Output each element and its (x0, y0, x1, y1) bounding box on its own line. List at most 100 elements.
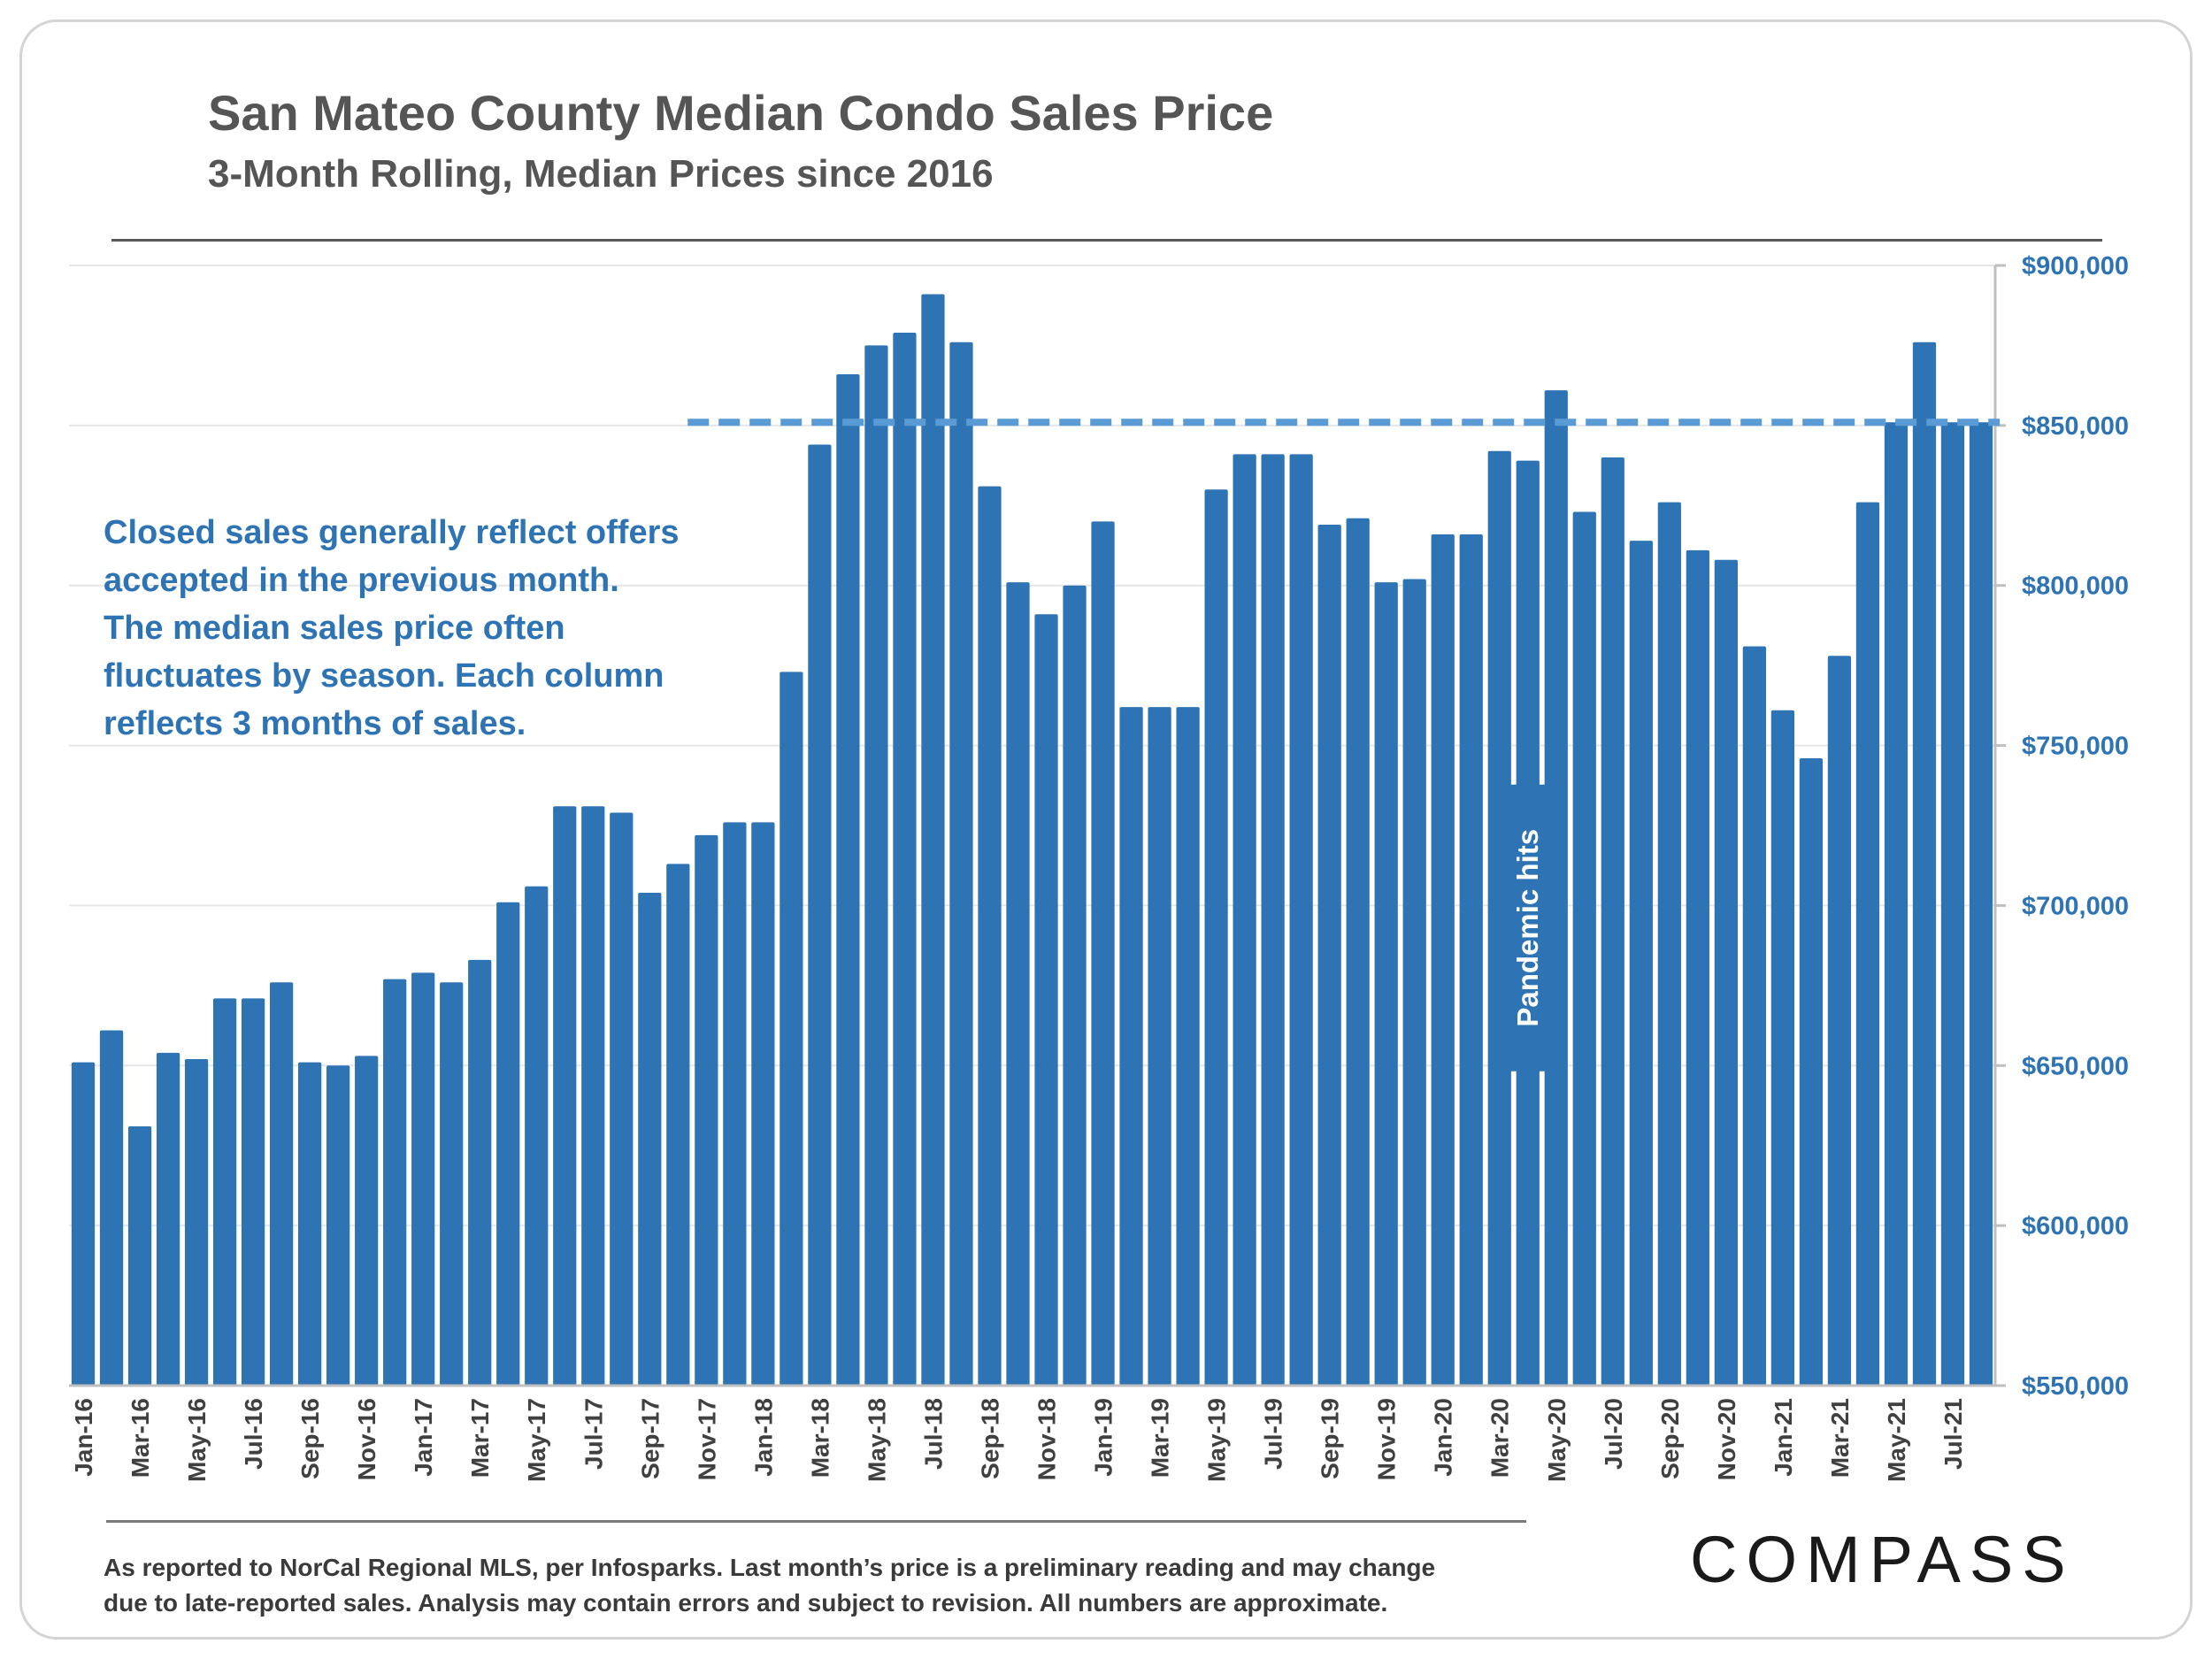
x-tick-label: Sep-17 (636, 1398, 664, 1479)
x-tick-label: Sep-20 (1656, 1398, 1684, 1479)
x-tick-label: Jul-17 (580, 1398, 607, 1470)
x-tick-label: May-18 (863, 1398, 890, 1482)
x-tick-label: Jul-16 (240, 1398, 267, 1470)
bar (1912, 342, 1937, 1386)
annotation-box (1502, 784, 1553, 1071)
bar (1544, 390, 1568, 1386)
bar (1459, 534, 1483, 1386)
y-tick-label: $750,000 (2022, 733, 2129, 761)
x-tick-label: May-19 (1203, 1398, 1231, 1482)
bar (468, 959, 492, 1386)
x-tick-label: Sep-16 (296, 1398, 324, 1479)
x-tick-label: Jan-16 (70, 1398, 97, 1477)
x-tick-label: Mar-19 (1147, 1398, 1174, 1478)
bar (1431, 534, 1455, 1386)
x-tick-label: Jan-21 (1770, 1398, 1797, 1477)
bar (978, 486, 1002, 1386)
bar (836, 373, 860, 1386)
x-tick-label: Mar-20 (1486, 1398, 1514, 1478)
bar (1714, 559, 1738, 1386)
chart-frame (19, 19, 2193, 1640)
bar (1657, 502, 1681, 1386)
x-tick-label: Nov-18 (1033, 1398, 1061, 1480)
bar (99, 1030, 124, 1386)
x-tick-label: Nov-19 (1373, 1398, 1401, 1480)
bar (1374, 582, 1398, 1386)
bar (1034, 614, 1058, 1386)
bar (127, 1126, 152, 1386)
bar (326, 1065, 350, 1386)
bar (921, 294, 945, 1386)
bar (949, 342, 973, 1386)
bar (638, 892, 662, 1386)
bar (1119, 707, 1143, 1386)
x-tick-label: Mar-16 (127, 1398, 154, 1478)
bar (1827, 656, 1852, 1386)
bar (1572, 511, 1596, 1386)
x-tick-label: Nov-16 (353, 1398, 380, 1480)
bar (695, 834, 718, 1386)
bar (1289, 454, 1313, 1386)
bar (1629, 541, 1653, 1386)
bar (1799, 758, 1824, 1386)
bar (525, 886, 549, 1386)
x-tick-label: Jan-17 (410, 1398, 437, 1477)
bar (1063, 585, 1087, 1386)
annotation-label: Pandemic hits (1511, 829, 1544, 1027)
bar (496, 902, 520, 1386)
y-tick-label: $850,000 (2022, 412, 2129, 441)
bar (666, 864, 690, 1386)
bar (1770, 710, 1795, 1386)
x-tick-label: Sep-18 (976, 1398, 1003, 1479)
y-tick-label: $900,000 (2022, 252, 2129, 280)
x-tick-label: Nov-17 (693, 1398, 720, 1480)
x-tick-label: Jan-19 (1090, 1398, 1118, 1477)
x-tick-label: Jan-18 (749, 1398, 777, 1477)
x-tick-label: Mar-18 (806, 1398, 833, 1478)
note-line: accepted in the previous month. (104, 562, 619, 599)
bar (553, 806, 577, 1386)
x-tick-label: May-21 (1883, 1398, 1910, 1482)
bar (411, 972, 435, 1386)
bar (1969, 422, 1993, 1386)
x-tick-label: Mar-21 (1826, 1398, 1854, 1478)
bar (1317, 524, 1341, 1386)
chart-title: San Mateo County Median Condo Sales Pric… (208, 85, 1274, 141)
bar (723, 822, 747, 1386)
bar (269, 982, 294, 1386)
bar (1176, 707, 1200, 1386)
footnote-line: As reported to NorCal Regional MLS, per … (104, 1554, 1436, 1581)
bar (1204, 489, 1228, 1386)
x-tick-label: Mar-17 (466, 1398, 494, 1478)
note-line: The median sales price often (104, 610, 565, 647)
bar (808, 444, 832, 1386)
chart-subtitle: 3-Month Rolling, Median Prices since 201… (208, 152, 994, 196)
y-tick-label: $700,000 (2022, 892, 2129, 920)
bar (581, 806, 605, 1386)
y-tick-label: $550,000 (2022, 1372, 2129, 1401)
bar (383, 979, 407, 1386)
bar (1487, 450, 1511, 1386)
bar (1233, 454, 1256, 1386)
bar (184, 1059, 209, 1386)
bar (1091, 521, 1115, 1386)
footnote-divider (106, 1520, 1526, 1523)
note-line: fluctuates by season. Each column (104, 657, 664, 695)
bar (71, 1062, 96, 1386)
footnote: As reported to NorCal Regional MLS, per … (104, 1550, 1555, 1621)
bar (156, 1052, 180, 1386)
compass-logo: COMPASS (1690, 1523, 2075, 1596)
x-tick-label: Jul-19 (1260, 1398, 1287, 1470)
x-tick-label: Jan-20 (1430, 1398, 1457, 1477)
bar (1148, 707, 1171, 1386)
bar (864, 345, 888, 1386)
x-tick-label: Sep-19 (1317, 1398, 1344, 1479)
note-line: Closed sales generally reflect offers (104, 514, 680, 551)
x-tick-label: Jul-21 (1939, 1398, 1967, 1470)
bar (212, 998, 237, 1386)
x-tick-label: May-16 (183, 1398, 211, 1482)
bar (1940, 422, 1965, 1386)
title-divider (111, 239, 2102, 242)
x-tick-label: May-20 (1543, 1398, 1571, 1482)
bar (1686, 549, 1709, 1386)
